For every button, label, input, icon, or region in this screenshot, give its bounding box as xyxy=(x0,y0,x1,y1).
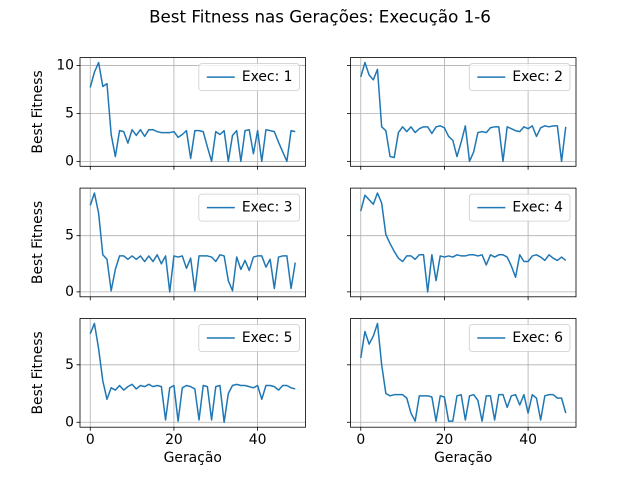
x-tick-label: 40 xyxy=(519,432,537,448)
y-tick-label: 0 xyxy=(65,153,74,169)
legend-box xyxy=(468,63,571,91)
x-tick-label: 40 xyxy=(249,432,267,448)
x-tick-label: 0 xyxy=(86,432,95,448)
y-axis-label: Best Fitness xyxy=(30,331,46,414)
legend-box xyxy=(198,324,300,352)
axes-frame xyxy=(350,318,577,428)
subplot: 0 20 40 Geração Exec: 6 xyxy=(347,318,577,466)
x-tick-label: 20 xyxy=(165,432,183,448)
axes-frame xyxy=(79,57,306,167)
series-line xyxy=(360,61,567,163)
x-axis-label: Geração xyxy=(434,450,492,466)
y-tick-label: 5 xyxy=(65,105,74,121)
x-tick-label: 0 xyxy=(356,432,365,448)
y-tick-label: 10 xyxy=(56,57,74,73)
y-tick-label: 5 xyxy=(65,357,74,373)
subplot: Exec: 4 xyxy=(347,187,577,301)
subplot: Exec: 2 xyxy=(347,57,577,170)
legend-label: Exec: 1 xyxy=(242,69,293,85)
y-axis-label: Best Fitness xyxy=(30,201,46,284)
y-tick-label: 0 xyxy=(65,414,74,430)
subplot: 0 20 40 0 5 Best Fitness Geração Exec: 5 xyxy=(30,318,306,466)
axes-frame xyxy=(79,318,306,428)
legend-label: Exec: 4 xyxy=(512,200,563,216)
x-axis-label: Geração xyxy=(164,450,222,466)
legend-box xyxy=(468,193,571,222)
y-tick-label: 0 xyxy=(65,284,74,300)
legend-box xyxy=(468,324,571,352)
legend-label: Exec: 3 xyxy=(242,200,293,216)
legend-label: Exec: 2 xyxy=(512,69,563,85)
axes-frame xyxy=(350,187,577,298)
series-line xyxy=(360,322,567,422)
series-line xyxy=(360,192,567,293)
legend-label: Exec: 6 xyxy=(512,330,563,346)
axes-frame xyxy=(350,57,577,167)
subplot: 0 5 10 Best Fitness Exec: 1 xyxy=(30,57,306,170)
y-axis-label: Best Fitness xyxy=(30,70,46,153)
legend-box xyxy=(198,63,300,91)
legend-box xyxy=(198,193,300,222)
subplot: 0 5 Best Fitness Exec: 3 xyxy=(30,187,306,301)
series-line xyxy=(89,61,296,163)
x-tick-label: 20 xyxy=(436,432,454,448)
legend-label: Exec: 5 xyxy=(242,330,293,346)
axes-frame xyxy=(79,187,306,298)
y-tick-label: 5 xyxy=(65,228,74,244)
series-line xyxy=(89,322,296,424)
series-line xyxy=(89,192,296,293)
figure-title: Best Fitness nas Gerações: Execução 1-6 xyxy=(149,7,491,27)
